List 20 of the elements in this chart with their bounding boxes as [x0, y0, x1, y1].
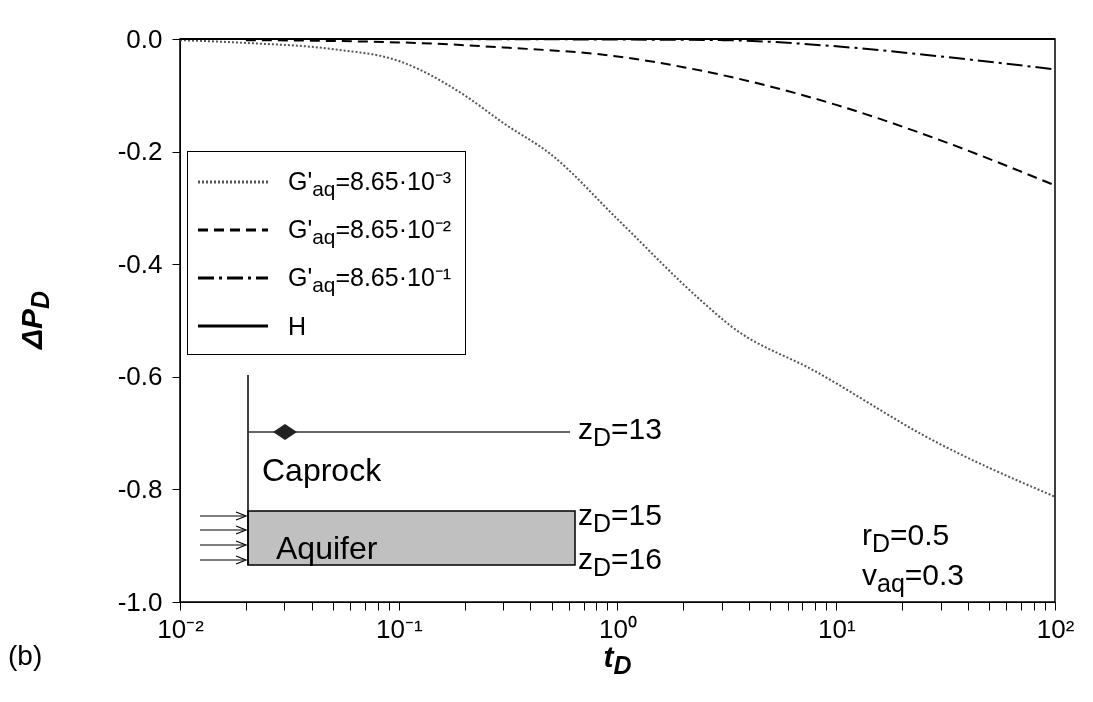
legend-label: G'$_{aq}$=8.65·10⁻²	[288, 214, 452, 249]
x-tick-label: 10¹	[817, 613, 856, 644]
annotation: Caprock	[262, 452, 382, 489]
annotation: z$_{D}$=13	[578, 412, 662, 452]
annotation: z$_{D}$=16	[578, 542, 662, 582]
annotation: v$_{aq}$=0.3	[862, 558, 965, 598]
annotation: Aquifer	[276, 530, 378, 567]
x-tick-label: 10²	[1036, 613, 1075, 644]
annotation: r$_{D}$=0.5	[862, 518, 950, 558]
text: (b)	[8, 640, 43, 672]
y-tick-label: -0.4	[117, 248, 163, 279]
y-tick-label: -0.2	[117, 136, 163, 167]
legend-label: H	[288, 311, 307, 341]
y-tick-label: -0.8	[117, 473, 163, 504]
x-tick-label: 10⁻¹	[375, 613, 423, 644]
legend-label: G'$_{aq}$=8.65·10⁻¹	[288, 262, 452, 297]
y-tick-label: 0.0	[126, 23, 163, 54]
annotation: z$_{D}$=15	[578, 498, 662, 538]
y-tick-label: -0.6	[117, 361, 163, 392]
legend-label: G'$_{aq}$=8.65·10⁻³	[288, 166, 452, 201]
